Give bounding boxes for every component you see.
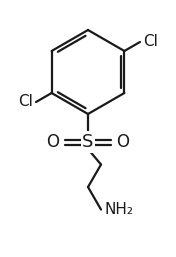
Text: O: O bbox=[46, 133, 59, 151]
Text: S: S bbox=[82, 133, 94, 151]
Text: Cl: Cl bbox=[143, 34, 158, 50]
Text: NH₂: NH₂ bbox=[104, 202, 133, 217]
Text: O: O bbox=[117, 133, 130, 151]
Text: Cl: Cl bbox=[18, 95, 33, 109]
